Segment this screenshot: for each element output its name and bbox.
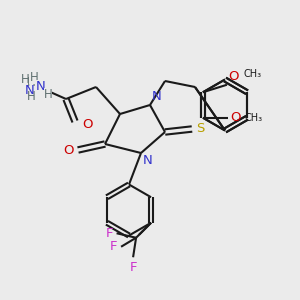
Text: S: S	[196, 122, 205, 136]
Text: F: F	[110, 240, 118, 253]
Text: H: H	[27, 90, 36, 103]
Text: H: H	[29, 71, 38, 84]
Text: N: N	[142, 154, 152, 167]
Text: F: F	[106, 227, 113, 240]
Text: N: N	[36, 80, 45, 94]
Text: CH₃: CH₃	[245, 113, 263, 123]
Text: H: H	[44, 88, 52, 101]
Text: O: O	[228, 70, 239, 83]
Text: CH₃: CH₃	[243, 69, 262, 79]
Text: H: H	[36, 82, 45, 95]
Text: O: O	[63, 143, 74, 157]
Text: N: N	[152, 91, 161, 103]
Text: H: H	[21, 73, 30, 86]
Text: H: H	[27, 76, 36, 89]
Text: O: O	[230, 111, 240, 124]
Text: N: N	[25, 83, 34, 97]
Text: O: O	[82, 118, 93, 131]
Text: F: F	[129, 261, 137, 274]
